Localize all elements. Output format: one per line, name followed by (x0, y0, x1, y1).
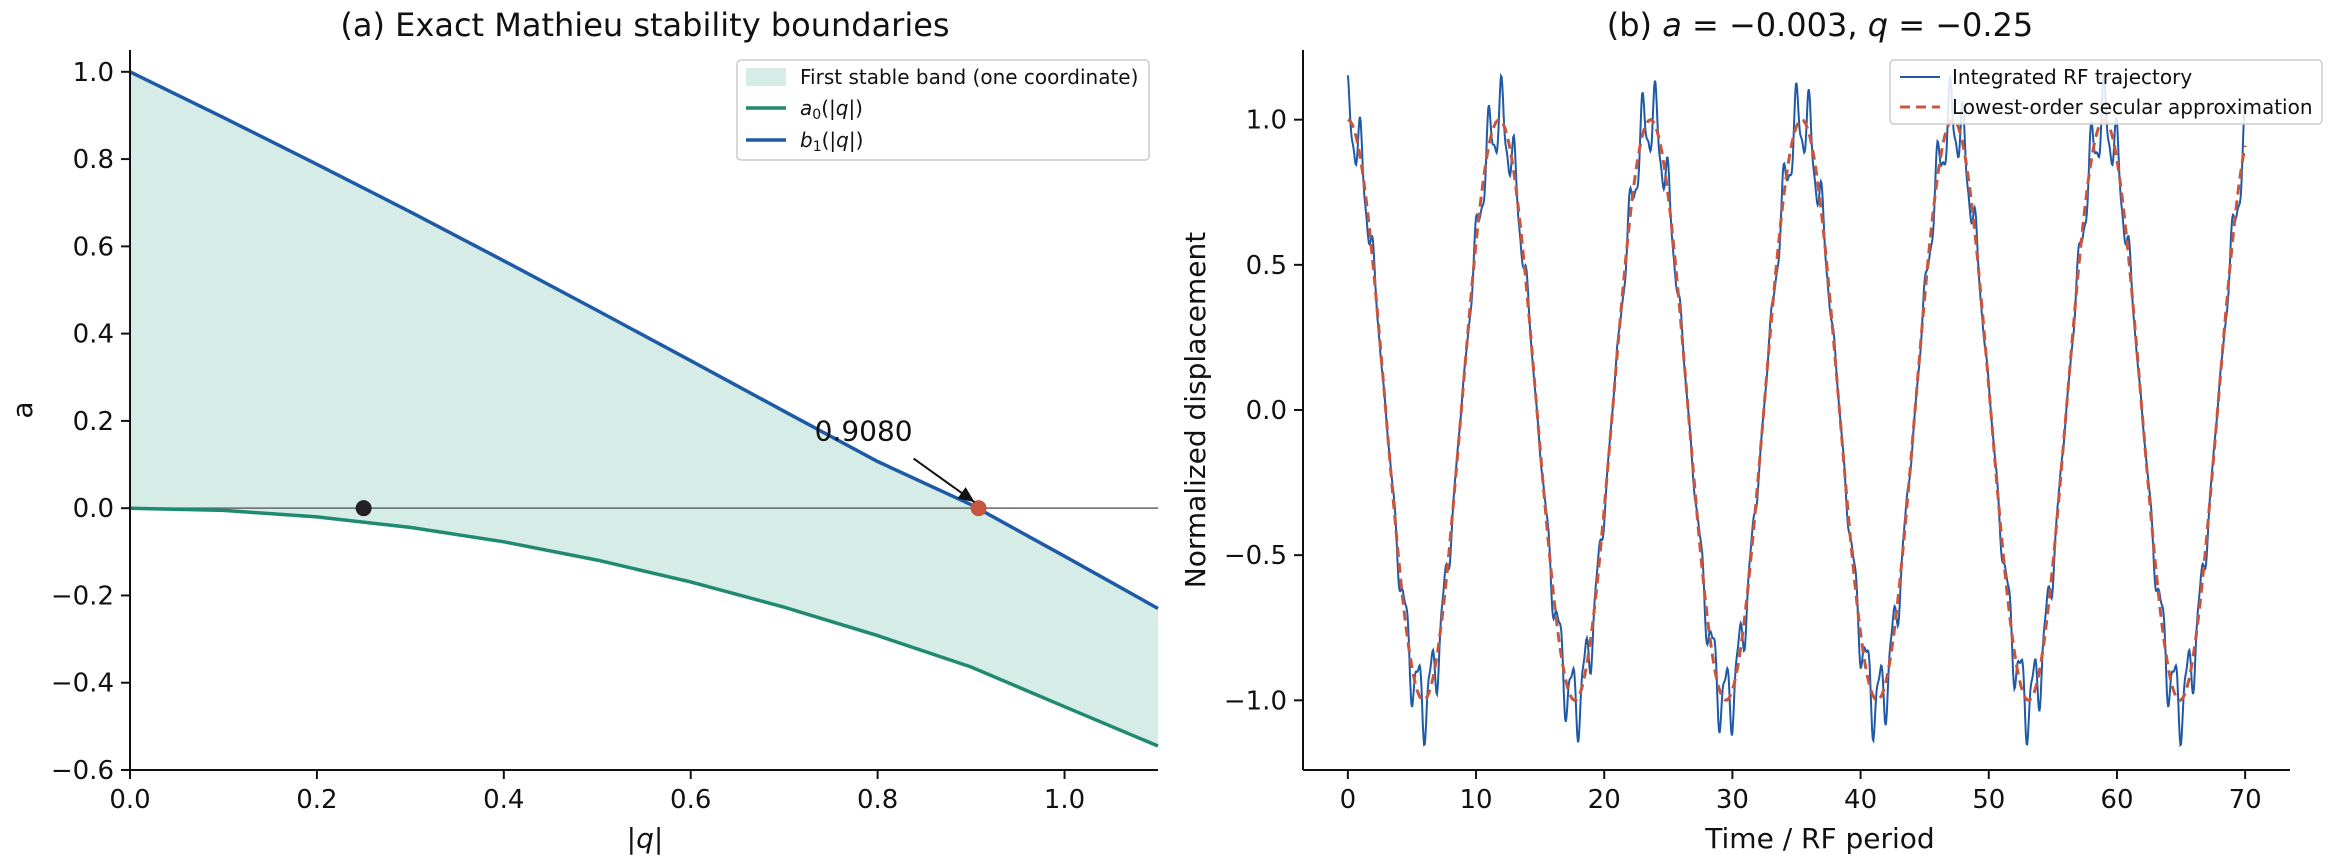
panel-a-title: (a) Exact Mathieu stability boundaries (340, 6, 949, 44)
a0-boundary-line (129, 506, 1159, 748)
panel-b-y-label: Normalized displacement (1179, 232, 1212, 588)
panel-b-x-tick-label: 40 (1844, 785, 1877, 815)
panel-b-x-tick-label: 70 (2229, 785, 2262, 815)
panel-b-y-tick-label: 1.0 (1246, 106, 1287, 136)
panel-b-y-tick-label: −0.5 (1224, 541, 1287, 571)
panel-a-y-label: a (6, 401, 39, 418)
panel-b-x-tick-label: 20 (1588, 785, 1621, 815)
legend-label-b1: b1(|q|) (800, 128, 863, 155)
panel-a-y-tick-label: 0.4 (73, 320, 114, 350)
stable-band-fill (130, 71, 1158, 747)
panel-a-y-tick-label: −0.2 (51, 581, 114, 611)
panel-a-y-tick-label: 0.2 (73, 407, 114, 437)
panel-b-y-tick-label: 0.0 (1246, 396, 1287, 426)
annotation-arrow-head (957, 487, 975, 503)
panel-a-y-tick-label: −0.6 (51, 756, 114, 786)
secular-approximation-line (1347, 117, 2247, 703)
panel-a-x-tick-label: 0.4 (483, 785, 524, 815)
panel-a-x-tick-label: 0.0 (109, 785, 150, 815)
panel-a-y-tick-label: 0.0 (73, 494, 114, 524)
panel-b-x-ticks: 0 10 20 30 40 50 60 70 (1340, 770, 2262, 815)
operating-point-marker (355, 500, 372, 517)
panel-a-x-tick-label: 1.0 (1044, 785, 1085, 815)
panel-b-y-ticks: −1.0 −0.5 0.0 0.5 1.0 (1224, 106, 1303, 716)
panel-a-legend: First stable band (one coordinate) a0(|q… (736, 59, 1150, 161)
legend-label-rf: Integrated RF trajectory (1952, 65, 2192, 89)
panel-b-x-tick-label: 0 (1340, 785, 1357, 815)
panel-b-title: (b) a = −0.003, q = −0.25 (1607, 6, 2034, 44)
panel-a-x-tick-label: 0.8 (857, 785, 898, 815)
panel-b-x-tick-label: 10 (1459, 785, 1492, 815)
panel-a-y-tick-label: 0.8 (73, 145, 114, 175)
panel-a-y-tick-label: 1.0 (73, 58, 114, 88)
crossing-annotation-label: 0.9080 (815, 415, 913, 448)
panel-b-trajectory-chart: (b) a = −0.003, q = −0.25 0 10 20 30 40 50 60 7… (1179, 6, 2323, 855)
panel-a-stability-chart: (a) Exact Mathieu stability boundaries 0… (6, 6, 1159, 855)
panel-b-y-tick-label: 0.5 (1246, 251, 1287, 281)
panel-b-legend-frame (1889, 59, 2323, 125)
panel-a-y-ticks: −0.6 −0.4 −0.2 0.0 0.2 0.4 0.6 0.8 1.0 (51, 58, 130, 786)
panel-b-legend: Integrated RF trajectory Lowest-order se… (1889, 59, 2323, 125)
panel-b-x-tick-label: 30 (1716, 785, 1749, 815)
b1-boundary-line (129, 70, 1159, 611)
legend-label-secular: Lowest-order secular approximation (1952, 95, 2313, 119)
panel-a-x-tick-label: 0.2 (296, 785, 337, 815)
panel-b-x-tick-label: 50 (1972, 785, 2005, 815)
panel-b-x-tick-label: 60 (2100, 785, 2133, 815)
panel-a-y-tick-label: 0.6 (73, 232, 114, 262)
panel-b-x-label: Time / RF period (1704, 822, 1934, 855)
boundary-crossing-marker (970, 500, 987, 517)
legend-label-band: First stable band (one coordinate) (800, 65, 1138, 89)
panel-a-x-label: |q| (627, 822, 664, 855)
panel-a-y-tick-label: −0.4 (51, 669, 114, 699)
panel-a-x-tick-label: 0.6 (670, 785, 711, 815)
panel-a-x-ticks: 0.0 0.2 0.4 0.6 0.8 1.0 (109, 770, 1085, 815)
panel-b-y-tick-label: −1.0 (1224, 686, 1287, 716)
integrated-rf-trajectory-line (1346, 72, 2247, 748)
panel-a-legend-frame (736, 59, 1150, 161)
legend-swatch-band (746, 68, 786, 86)
legend-label-a0: a0(|q|) (800, 96, 863, 123)
